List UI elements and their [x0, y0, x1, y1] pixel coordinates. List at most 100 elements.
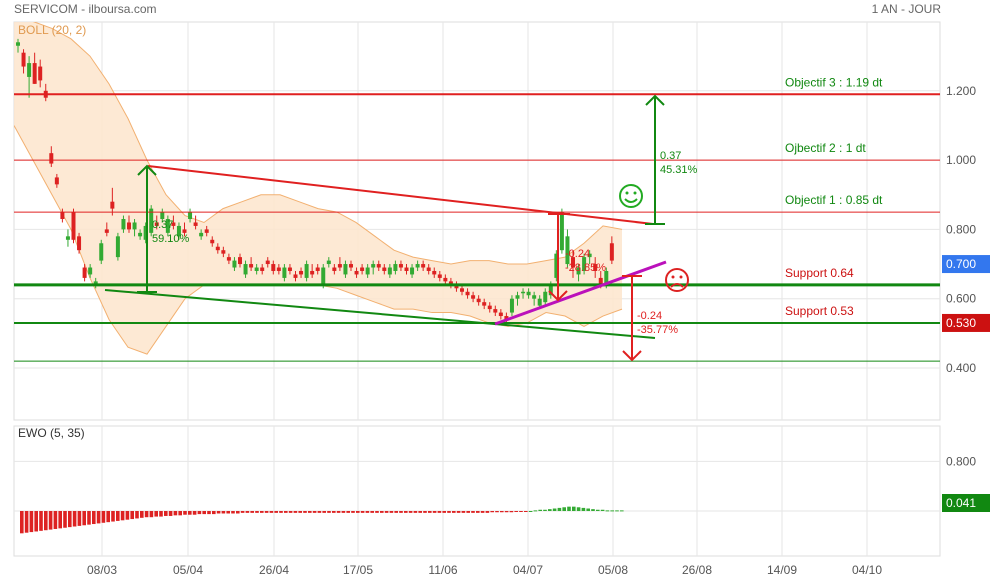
candle-body	[487, 305, 492, 310]
smiley-sad-icon-mouth	[670, 283, 684, 288]
ewo-bar	[216, 511, 221, 514]
ewo-bar	[106, 511, 110, 523]
ewo-bar	[212, 511, 216, 515]
ewo-bar	[312, 511, 317, 513]
candle-body	[360, 267, 365, 271]
y-tick-label: 0.600	[946, 292, 976, 306]
candle-body	[65, 236, 70, 240]
candle-body	[349, 264, 353, 268]
candle-body	[598, 277, 603, 285]
ewo-bar	[543, 509, 547, 511]
ewo-bar	[269, 511, 274, 513]
candle-body	[287, 267, 292, 271]
ewo-bar	[586, 508, 590, 511]
ewo-bar	[360, 511, 365, 513]
candle-body	[21, 52, 26, 67]
candle-body	[238, 257, 242, 265]
candle-body	[265, 260, 270, 265]
candle-body	[93, 281, 98, 285]
x-tick-label: 04/10	[852, 563, 882, 577]
candle-body	[143, 225, 148, 240]
ewo-bar	[20, 511, 24, 534]
candle-body	[587, 253, 592, 258]
smiley-happy-icon-mouth	[624, 198, 638, 203]
level-label: Objectif 1 : 0.85 dt	[785, 193, 883, 207]
measure-annotation: 0.37	[152, 219, 173, 231]
candle-body	[365, 267, 370, 275]
candle-body	[171, 222, 176, 226]
ewo-bar	[572, 506, 576, 511]
candle-body	[249, 264, 254, 268]
ewo-histogram	[20, 506, 624, 534]
ewo-bar	[471, 511, 475, 513]
ewo-bar	[533, 510, 538, 512]
candle-body	[32, 63, 37, 84]
ewo-bar	[548, 509, 552, 511]
support-trendline	[104, 289, 656, 339]
candle-body	[82, 267, 87, 278]
ewo-bar	[34, 511, 38, 532]
ewo-bar	[87, 511, 91, 525]
ewo-bar	[557, 507, 562, 511]
ewo-bar	[164, 511, 168, 516]
ewo-bar	[240, 511, 245, 513]
ewo-bar	[288, 511, 293, 513]
ewo-bar	[140, 511, 144, 518]
measure-arrow-4-head	[622, 350, 642, 362]
price-badge	[942, 255, 990, 274]
candle-body	[104, 229, 109, 233]
ewo-bar	[466, 511, 470, 513]
ewo-bar	[476, 511, 480, 513]
candle-body	[188, 212, 193, 220]
candle-body	[71, 212, 76, 240]
candle-body	[415, 264, 420, 268]
ewo-bar	[509, 511, 514, 513]
candle-body	[149, 208, 154, 233]
level-label: Objectif 3 : 1.19 dt	[785, 75, 883, 89]
ewo-bar	[485, 511, 490, 513]
candle-body	[204, 229, 209, 233]
ewo-bar	[274, 511, 278, 513]
smiley-happy-icon	[619, 184, 643, 208]
ewo-bar	[615, 510, 619, 512]
candle-body	[193, 222, 198, 226]
candle-body	[454, 284, 459, 289]
candle-body	[526, 291, 531, 296]
price-badge-label: 0.530	[946, 316, 976, 330]
ewo-bar	[524, 511, 528, 512]
ewo-bar	[255, 511, 259, 513]
candle-body	[509, 298, 514, 313]
ewo-bar	[250, 511, 254, 513]
candle-body	[49, 153, 54, 164]
ewo-bar	[370, 511, 374, 513]
ewo-bar	[96, 511, 101, 524]
candle-body	[315, 267, 320, 271]
x-tick-label: 26/04	[259, 563, 289, 577]
ewo-bar	[605, 510, 610, 512]
level-label: Support 0.64	[785, 266, 854, 280]
measure-arrow-3-head	[548, 290, 568, 302]
ewo-bar	[461, 511, 466, 513]
ewo-bar	[44, 511, 48, 531]
candle-body	[521, 291, 526, 294]
ewo-bar	[192, 511, 197, 515]
ewo-bar	[596, 509, 600, 511]
smiley-sad-icon	[665, 268, 689, 292]
measure-annotation: -0.24	[637, 310, 662, 322]
candle-body	[371, 264, 376, 268]
candle-body	[165, 219, 170, 233]
candle-body	[571, 257, 575, 268]
ewo-panel-frame	[13, 425, 941, 557]
measure-annotation: 59.10%	[152, 233, 190, 245]
ewo-bar	[610, 510, 614, 512]
candle-body	[326, 260, 331, 265]
candle-body	[482, 302, 487, 306]
x-tick-label: 08/03	[87, 563, 117, 577]
candle-body	[421, 264, 426, 268]
bollinger-label: BOLL (20, 2)	[18, 23, 86, 37]
ewo-bar	[394, 511, 398, 513]
candle-body	[60, 212, 65, 220]
measure-annotation: -35.77%	[637, 324, 678, 336]
y-tick-label: 1.200	[946, 84, 976, 98]
candle-body	[254, 267, 259, 271]
